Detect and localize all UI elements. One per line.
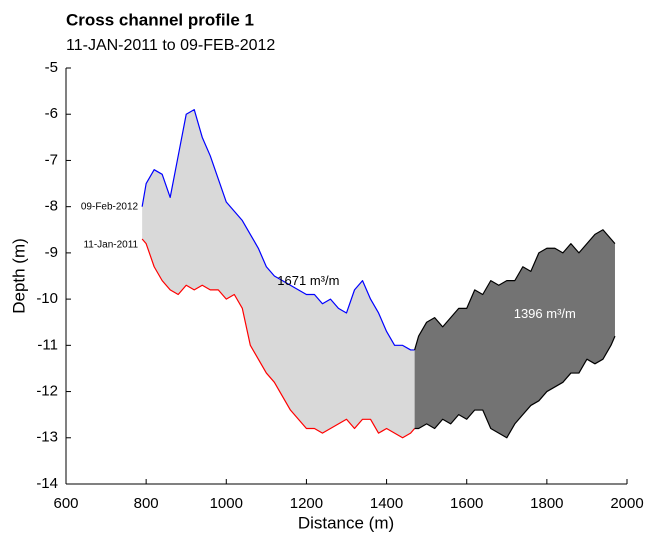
- area-fill: [142, 109, 415, 438]
- series-label: 09-Feb-2012: [81, 201, 139, 212]
- series-label: 11-Jan-2011: [83, 240, 138, 251]
- x-tick-label: 1400: [370, 495, 403, 512]
- y-tick-label: -6: [45, 105, 58, 122]
- y-tick-label: -14: [36, 475, 58, 492]
- y-tick-label: -11: [37, 336, 58, 353]
- x-tick-label: 1000: [210, 495, 243, 512]
- y-axis-label: Depth (m): [9, 238, 28, 314]
- series-line: [414, 229, 616, 351]
- y-tick-label: -7: [45, 151, 58, 168]
- x-tick-label: 1800: [530, 495, 563, 512]
- series-line: [414, 335, 616, 439]
- y-tick-label: -13: [36, 429, 58, 446]
- x-tick-label: 1200: [290, 495, 323, 512]
- chart-title: Cross channel profile 1: [66, 10, 254, 29]
- x-tick-label: 800: [134, 495, 159, 512]
- region-label: 1396 m³/m: [514, 306, 576, 321]
- chart-subtitle: 11-JAN-2011 to 09-FEB-2012: [66, 37, 275, 54]
- y-tick-label: -10: [36, 290, 58, 307]
- y-tick-label: -12: [36, 383, 58, 400]
- x-tick-label: 1600: [450, 495, 483, 512]
- area-fill: [414, 229, 615, 438]
- region-label: 1671 m³/m: [277, 273, 339, 288]
- y-tick-label: -5: [45, 59, 58, 76]
- series-line: [141, 238, 416, 439]
- x-tick-label: 2000: [610, 495, 643, 512]
- series-line: [141, 109, 415, 351]
- x-tick-label: 600: [53, 495, 78, 512]
- x-axis-label: Distance (m): [298, 513, 394, 532]
- y-tick-label: -8: [45, 198, 58, 215]
- y-tick-label: -9: [45, 244, 58, 261]
